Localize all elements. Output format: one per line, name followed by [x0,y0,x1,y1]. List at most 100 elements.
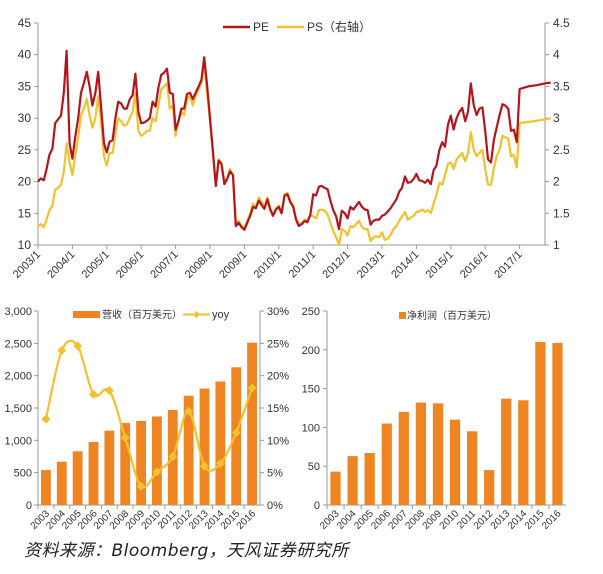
yoy-point [57,345,67,355]
net-profit-bar [466,431,478,505]
y-left-tick-label: 10 [18,238,32,252]
x-tick-label: 2003/1 [11,249,43,281]
pe-series-line [37,49,551,231]
y-right-tick-label: 0% [267,500,283,512]
yoy-point [152,467,162,477]
yoy-point [41,414,51,424]
y-left-tick-label: 1,000 [4,435,32,447]
net-profit-bar [484,470,495,505]
y-right-tick-label: 3.5 [553,79,570,93]
x-tick-label: 2012/1 [320,249,352,281]
y-left-tick-label: 25 [18,143,32,157]
y-right-tick-label: 15% [267,403,289,415]
x-tick-label: 2017/1 [492,249,524,281]
yoy-point [73,341,83,351]
revenue-bar [56,461,67,505]
x-tick-label: 2006/1 [114,249,146,281]
yoy-point [200,461,209,471]
y-tick-label: 100 [302,422,320,434]
y-left-tick-label: 0 [26,500,32,512]
revenue-bar [183,395,194,505]
net-profit-bar [347,456,358,505]
x-tick-label: 2010/1 [252,249,284,281]
net-profit-chart: 0501001502002502003200420052006200720082… [302,306,566,532]
y-tick-label: 50 [308,461,320,473]
yoy-point [215,459,225,469]
y-right-tick-label: 4 [553,48,560,62]
yoy-point [231,428,241,438]
y-tick-label: 150 [302,384,320,396]
y-left-tick-label: 3,000 [4,306,32,318]
y-left-tick-label: 35 [18,79,32,93]
legend-revenue-swatch [73,311,100,318]
y-right-tick-label: 3 [553,111,560,125]
legend-revenue-label: 营收（百万美元） [102,308,182,321]
x-tick-label: 2015/1 [424,249,456,281]
revenue-bar [152,416,162,505]
revenue-bar [72,451,83,505]
y-right-tick-label: 30% [267,306,289,318]
y-left-tick-label: 30 [18,111,32,125]
yoy-point [184,406,194,416]
yoy-point [120,433,130,443]
yoy-point [89,389,98,399]
y-tick-label: 200 [302,345,320,357]
revenue-bar [215,381,226,505]
y-left-tick-label: 500 [14,468,32,480]
revenue-bar [104,430,115,505]
yoy-point [168,452,178,461]
legend-pe-label: PE [253,20,269,34]
x-tick-label: 2005/1 [80,249,112,281]
y-right-tick-label: 1.5 [553,206,570,220]
y-right-tick-label: 2.5 [553,143,570,157]
legend-net-profit-swatch [399,312,406,319]
y-left-tick-label: 2,500 [4,338,32,350]
net-profit-bar [449,419,461,505]
revenue-yoy-chart: 0 500 1,000 1,500 2,000 2,500 3,000 0% 5% 10% 15% 2… [4,306,289,532]
x-tick-label: 2009/1 [217,249,249,281]
legend-ps-label: PS（右轴） [307,19,371,34]
revenue-bar [41,470,51,505]
y-right-tick-label: 25% [267,338,289,350]
y-left-tick-label: 1,500 [4,403,32,415]
yoy-point [247,383,257,393]
y-right-tick-label: 10% [267,435,289,447]
y-left-tick-label: 2,000 [4,371,32,383]
x-tick-label: 2013/1 [355,249,387,281]
y-right-tick-label: 20% [267,371,289,383]
net-profit-bar [415,402,427,505]
net-profit-bar [518,400,529,505]
y-left-tick-label: 45 [18,16,32,30]
revenue-bar [199,388,210,505]
ps-series-line [37,63,551,247]
x-tick-label: 2011/1 [287,249,319,281]
net-profit-bar [381,423,392,505]
net-profit-bar [535,342,546,505]
x-tick-label: 2008/1 [183,249,215,281]
y-right-tick-label: 1 [553,238,560,252]
y-tick-label: 0 [314,500,320,512]
net-profit-bar [398,411,409,505]
legend-yoy-label: yoy [212,309,230,321]
revenue-bar [136,420,146,505]
y-left-tick-label: 20 [18,175,32,189]
revenue-bar [120,422,131,505]
yoy-point [104,386,114,396]
net-profit-bar [330,471,341,505]
revenue-bar [247,342,257,505]
yoy-point [136,481,146,491]
legend-net-profit-label: 净利润（百万美元） [407,309,497,322]
y-right-tick-label: 4.5 [553,16,570,30]
legend-yoy-marker [193,311,200,318]
net-profit-bar [501,398,512,505]
y-left-tick-label: 15 [18,206,32,220]
net-profit-bar [364,453,375,505]
net-profit-bar [432,403,444,505]
x-tick-label: 2007/1 [148,249,180,281]
y-right-tick-label: 5% [267,468,283,480]
net-profit-bar [552,342,563,505]
y-right-tick-label: 2 [553,175,560,189]
source-note: 资料来源：Bloomberg，天风证券研究所 [24,541,349,561]
x-tick-label: 2016/1 [458,249,490,281]
